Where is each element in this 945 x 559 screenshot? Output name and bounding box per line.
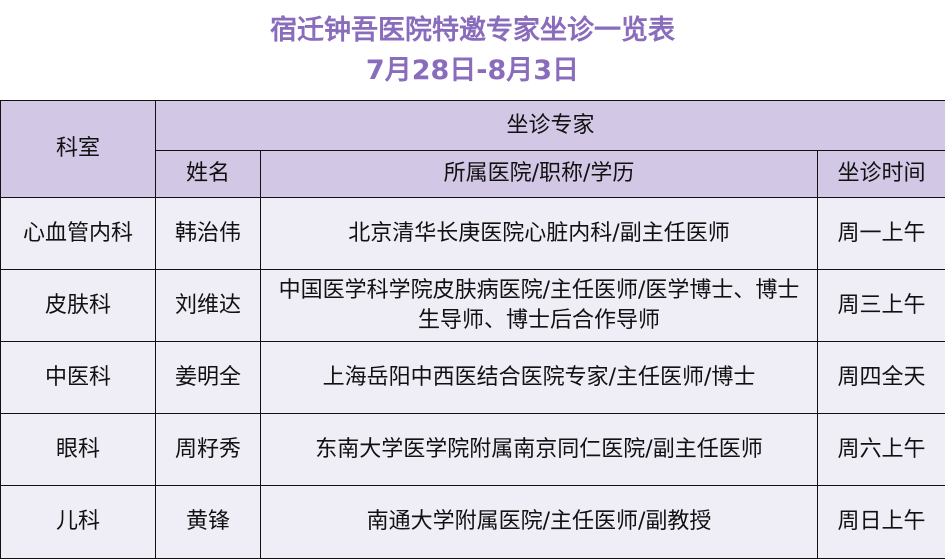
header-name: 姓名 <box>156 151 261 198</box>
cell-affiliation: 南通大学附属医院/主任医师/副教授 <box>261 486 818 559</box>
table-row: 心血管内科 韩治伟 北京清华长庚医院心脏内科/副主任医师 周一上午 <box>1 198 945 270</box>
page-title: 宿迁钟吾医院特邀专家坐诊一览表 <box>0 14 945 48</box>
cell-name: 黄锋 <box>156 486 261 559</box>
table-row: 中医科 姜明全 上海岳阳中西医结合医院专家/主任医师/博士 周四全天 <box>1 342 945 414</box>
header-affiliation: 所属医院/职称/学历 <box>261 151 818 198</box>
cell-time: 周日上午 <box>818 486 945 559</box>
table-row: 儿科 黄锋 南通大学附属医院/主任医师/副教授 周日上午 <box>1 486 945 559</box>
cell-department: 中医科 <box>1 342 156 414</box>
header-time: 坐诊时间 <box>818 151 945 198</box>
cell-time: 周六上午 <box>818 414 945 486</box>
header-department: 科室 <box>1 101 156 198</box>
cell-time: 周一上午 <box>818 198 945 270</box>
cell-affiliation: 上海岳阳中西医结合医院专家/主任医师/博士 <box>261 342 818 414</box>
cell-name: 韩治伟 <box>156 198 261 270</box>
cell-affiliation: 东南大学医学院附属南京同仁医院/副主任医师 <box>261 414 818 486</box>
cell-time: 周三上午 <box>818 270 945 342</box>
cell-affiliation: 中国医学科学院皮肤病医院/主任医师/医学博士、博士生导师、博士后合作导师 <box>261 270 818 342</box>
schedule-table: 科室 坐诊专家 姓名 所属医院/职称/学历 坐诊时间 心血管内科 韩治伟 北京清… <box>0 100 945 559</box>
cell-name: 周籽秀 <box>156 414 261 486</box>
date-range: 7月28日-8月3日 <box>0 54 945 88</box>
header-row: 科室 坐诊专家 <box>1 101 945 151</box>
cell-time: 周四全天 <box>818 342 945 414</box>
header-experts: 坐诊专家 <box>156 101 945 151</box>
cell-name: 刘维达 <box>156 270 261 342</box>
cell-affiliation: 北京清华长庚医院心脏内科/副主任医师 <box>261 198 818 270</box>
cell-department: 眼科 <box>1 414 156 486</box>
cell-department: 心血管内科 <box>1 198 156 270</box>
title-area: 宿迁钟吾医院特邀专家坐诊一览表 7月28日-8月3日 <box>0 0 945 101</box>
cell-department: 皮肤科 <box>1 270 156 342</box>
table-row: 眼科 周籽秀 东南大学医学院附属南京同仁医院/副主任医师 周六上午 <box>1 414 945 486</box>
cell-department: 儿科 <box>1 486 156 559</box>
cell-name: 姜明全 <box>156 342 261 414</box>
table-row: 皮肤科 刘维达 中国医学科学院皮肤病医院/主任医师/医学博士、博士生导师、博士后… <box>1 270 945 342</box>
